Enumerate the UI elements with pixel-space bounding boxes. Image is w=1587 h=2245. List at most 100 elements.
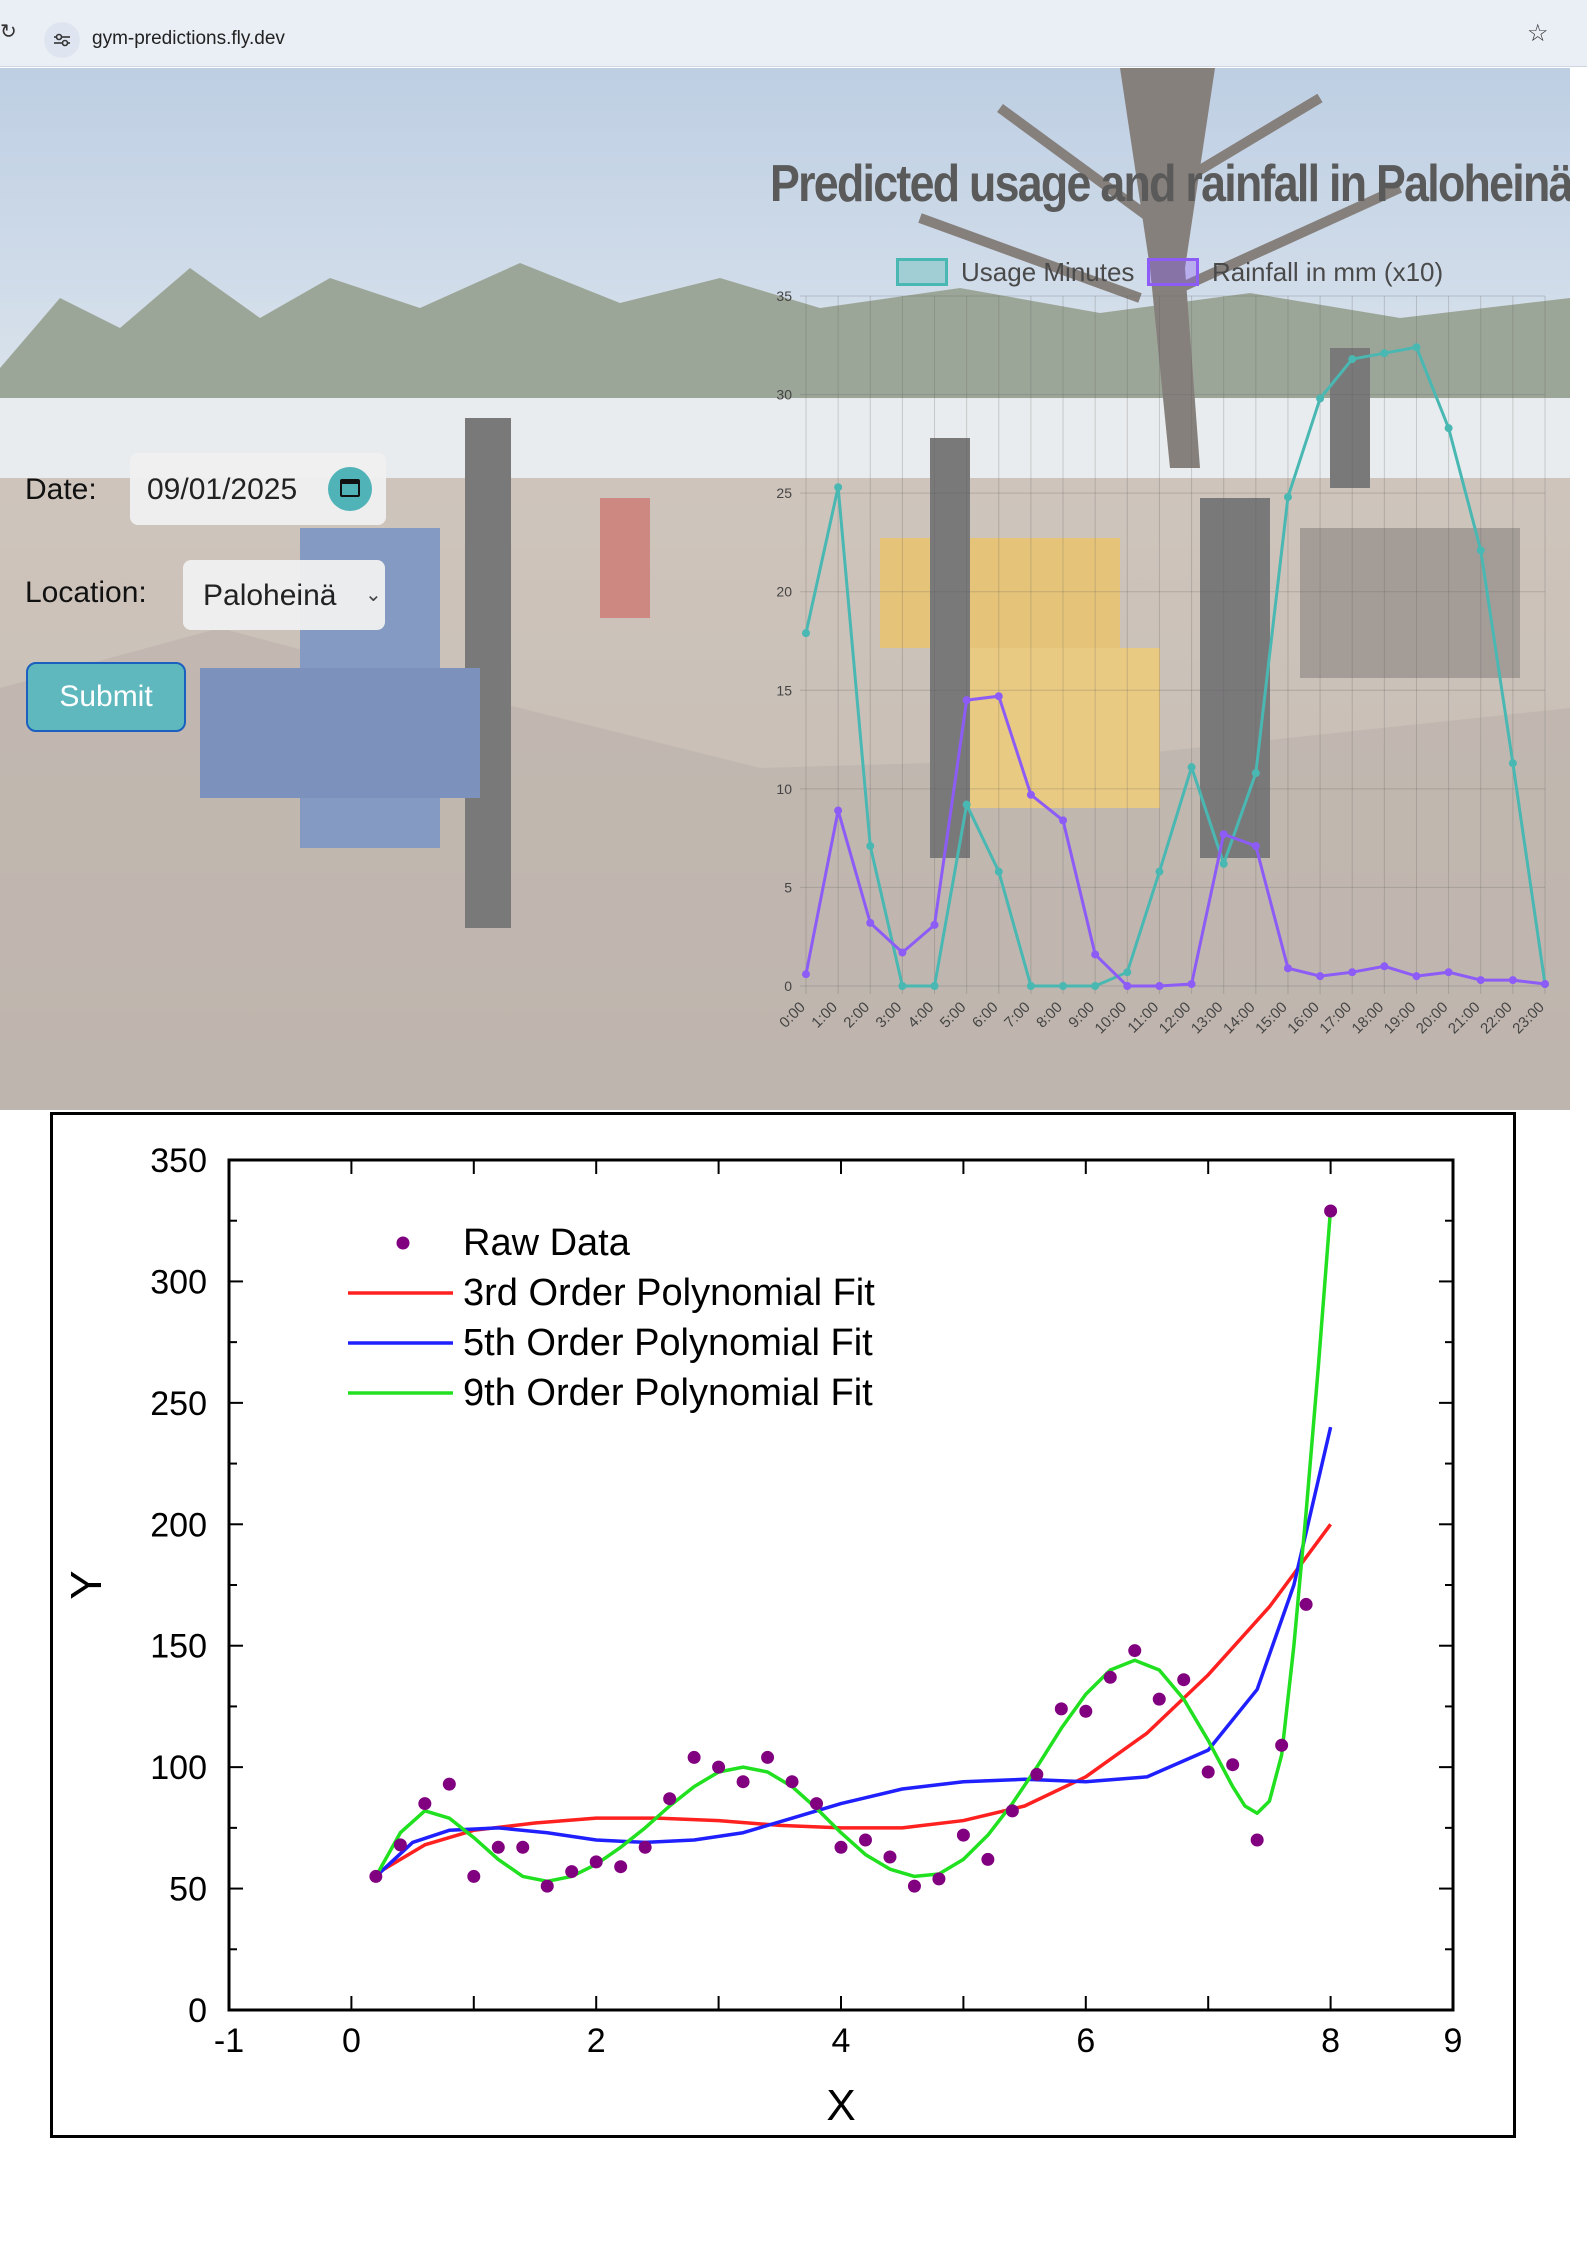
legend-label: 5th Order Polynomial Fit: [463, 1322, 873, 1364]
x-tick-label: 0:00: [776, 999, 809, 1032]
rainfall-point: [1444, 968, 1453, 977]
raw-data-point: [418, 1797, 432, 1811]
raw-data-point: [1152, 1692, 1166, 1706]
rainfall-point: [1155, 982, 1164, 990]
usage-point: [962, 800, 971, 809]
usage-point: [1316, 394, 1325, 403]
raw-data-point: [1299, 1597, 1313, 1611]
date-value: 09/01/2025: [147, 473, 298, 506]
x-tick-label: 0: [342, 2022, 361, 2060]
usage-point: [1219, 859, 1228, 868]
raw-data-point: [981, 1852, 995, 1866]
usage-point: [1026, 982, 1035, 990]
rainfall-point: [994, 692, 1003, 701]
calendar-icon[interactable]: [328, 467, 372, 511]
url-field[interactable]: gym-predictions.fly.dev: [92, 28, 285, 49]
x-tick-label: 2:00: [840, 999, 873, 1032]
rainfall-point: [1251, 842, 1260, 851]
raw-data-point: [907, 1879, 921, 1893]
y-tick-label: 250: [150, 1385, 207, 1423]
x-tick-label: 4:00: [905, 999, 938, 1032]
raw-data-point: [1103, 1670, 1117, 1684]
reload-icon[interactable]: ↻: [0, 21, 17, 43]
x-tick-label: 22:00: [1477, 999, 1516, 1038]
legend-raw-data-marker: [396, 1236, 410, 1250]
raw-data-point: [516, 1840, 530, 1854]
x-tick-label: 11:00: [1124, 999, 1162, 1037]
x-tick-label: 2: [587, 2022, 606, 2060]
x-tick-label: 6:00: [969, 999, 1002, 1032]
raw-data-point: [1226, 1758, 1240, 1772]
raw-data-point: [956, 1828, 970, 1842]
y-axis-label: Y: [62, 1570, 111, 1599]
usage-point: [1508, 759, 1517, 768]
y-tick-label: 0: [188, 1992, 207, 2030]
y-tick-label: 15: [776, 682, 792, 698]
x-tick-label: 18:00: [1349, 999, 1388, 1038]
date-input[interactable]: 09/01/2025: [130, 453, 386, 525]
legend-label: Raw Data: [463, 1222, 631, 1264]
raw-data-point: [761, 1750, 775, 1764]
y-tick-label: 200: [150, 1506, 207, 1544]
raw-data-point: [369, 1869, 383, 1883]
x-tick-label: 15:00: [1252, 999, 1291, 1038]
x-tick-label: 23:00: [1509, 999, 1548, 1038]
x-tick-label: 13:00: [1188, 999, 1227, 1038]
browser-address-bar: ↻ gym-predictions.fly.dev ☆: [0, 0, 1587, 67]
raw-data-point: [638, 1840, 652, 1854]
rainfall-point: [1219, 830, 1228, 839]
chevron-down-icon: ⌄: [365, 584, 382, 606]
legend-usage-swatch[interactable]: [896, 258, 948, 286]
usage-point: [1251, 769, 1260, 778]
raw-data-point: [712, 1760, 726, 1774]
y-tick-label: 30: [776, 387, 792, 403]
rainfall-line: [804, 694, 1546, 988]
rainfall-point: [1316, 972, 1325, 981]
bookmark-star-icon[interactable]: ☆: [1527, 20, 1549, 47]
raw-data-point: [785, 1775, 799, 1789]
usage-point: [1476, 546, 1485, 555]
raw-data-point: [834, 1840, 848, 1854]
raw-data-point: [1005, 1804, 1019, 1818]
submit-button[interactable]: Submit: [26, 662, 186, 732]
raw-data-point: [1128, 1644, 1142, 1658]
x-tick-label: 16:00: [1284, 999, 1323, 1038]
rainfall-point: [930, 920, 939, 929]
raw-data-point: [858, 1833, 872, 1847]
x-tick-label: 14:00: [1220, 999, 1259, 1038]
usage-point: [930, 982, 939, 990]
rainfall-point: [866, 918, 875, 927]
raw-data-point: [810, 1797, 824, 1811]
rainfall-point: [1123, 982, 1132, 990]
legend-usage-label[interactable]: Usage Minutes: [961, 257, 1135, 287]
x-tick-label: 5:00: [937, 999, 970, 1032]
usage-point: [1091, 982, 1100, 990]
usage-line: [804, 345, 1547, 988]
y-tick-label: 100: [150, 1749, 207, 1787]
raw-data-point: [1324, 1204, 1338, 1218]
site-settings-icon[interactable]: [44, 22, 80, 58]
legend-rainfall-label[interactable]: Rainfall in mm (x10): [1212, 257, 1444, 287]
location-label: Location:: [25, 576, 147, 609]
x-tick-label: 6: [1076, 2022, 1095, 2060]
usage-point: [1380, 349, 1389, 358]
raw-data-point: [932, 1872, 946, 1886]
raw-data-point: [1177, 1673, 1191, 1687]
y-tick-label: 20: [776, 584, 792, 600]
rainfall-point: [1508, 976, 1517, 985]
y-tick-label: 150: [150, 1628, 207, 1666]
usage-point: [802, 629, 810, 638]
legend-rainfall-swatch[interactable]: [1147, 258, 1199, 286]
rainfall-point: [1091, 950, 1100, 959]
location-select[interactable]: Paloheinä ⌄: [183, 560, 385, 630]
date-label: Date:: [25, 473, 97, 506]
usage-point: [1444, 424, 1453, 433]
chart-grid: [800, 295, 1546, 994]
raw-data-point: [1079, 1704, 1093, 1718]
legend-label: 3rd Order Polynomial Fit: [463, 1272, 875, 1314]
chart-title: Predicted usage and rainfall in Palohein…: [770, 155, 1570, 213]
legend-label: 9th Order Polynomial Fit: [463, 1372, 873, 1414]
raw-data-point: [565, 1865, 579, 1879]
y-tick-label: 300: [150, 1263, 207, 1301]
rainfall-point: [1476, 976, 1485, 985]
